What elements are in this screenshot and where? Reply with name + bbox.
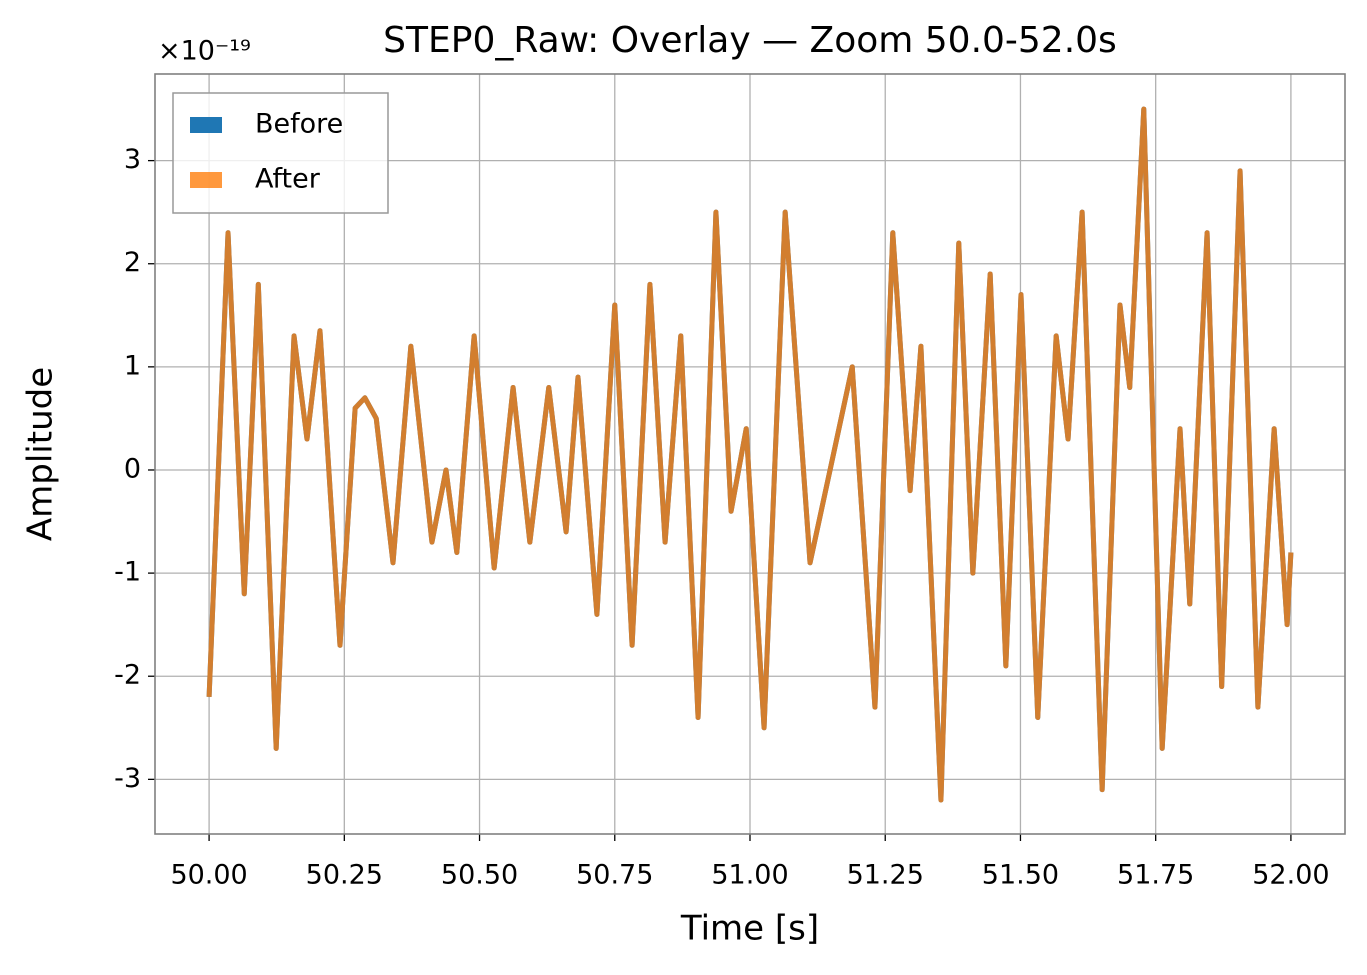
chart-title: STEP0_Raw: Overlay — Zoom 50.0-52.0s xyxy=(383,20,1117,61)
y-tick-label: -2 xyxy=(114,660,141,691)
x-tick-label: 50.75 xyxy=(576,860,653,891)
offset-text: ×10⁻¹⁹ xyxy=(158,36,251,67)
legend-label: After xyxy=(255,164,321,195)
x-tick-label: 51.75 xyxy=(1117,860,1194,891)
legend-label: Before xyxy=(255,109,343,140)
x-tick-label: 50.25 xyxy=(306,860,383,891)
y-tick-label: -1 xyxy=(114,557,141,588)
x-tick-label: 50.50 xyxy=(441,860,518,891)
y-tick-label: 3 xyxy=(124,144,141,175)
x-tick-label: 51.50 xyxy=(982,860,1059,891)
legend-swatch xyxy=(190,117,222,133)
x-axis-label: Time [s] xyxy=(680,909,819,949)
legend-frame xyxy=(172,92,389,214)
x-tick-label: 51.25 xyxy=(847,860,924,891)
y-axis-label: Amplitude xyxy=(21,367,61,541)
legend-swatch xyxy=(190,172,222,188)
legend: Before After xyxy=(172,92,389,214)
y-tick-label: -3 xyxy=(114,763,141,794)
x-tick-label: 50.00 xyxy=(170,860,247,891)
x-tick-label: 52.00 xyxy=(1252,860,1329,891)
x-tick-label: 51.00 xyxy=(711,860,788,891)
plot-frame xyxy=(154,73,1346,835)
y-tick-label: 2 xyxy=(124,247,141,278)
y-tick-label: 1 xyxy=(124,350,141,381)
line-series xyxy=(206,106,1294,803)
y-tick-label: 0 xyxy=(124,453,141,484)
